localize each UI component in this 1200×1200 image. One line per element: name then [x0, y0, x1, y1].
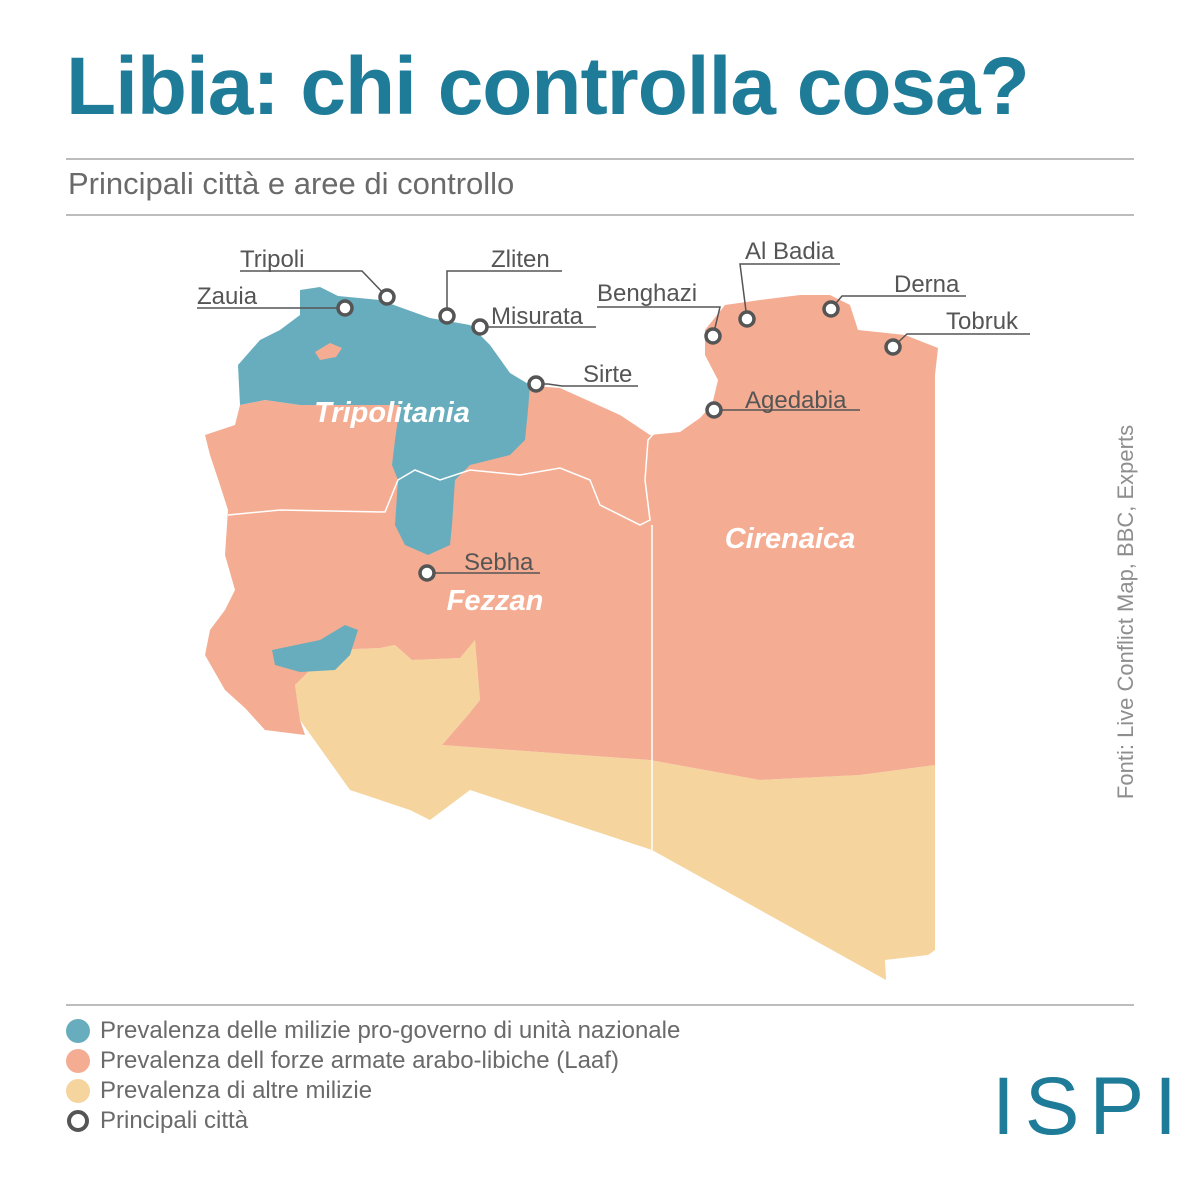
city-label: Tobruk — [946, 308, 1019, 335]
city-marker-icon — [336, 299, 354, 317]
city-tripoli: Tripoli — [240, 246, 396, 306]
city-marker-icon — [418, 564, 436, 582]
legend-swatch-other — [66, 1079, 90, 1103]
city-zliten: Zliten — [438, 246, 562, 325]
legend-label: Prevalenza delle milizie pro-governo di … — [100, 1017, 681, 1044]
city-leader-line — [446, 270, 562, 316]
city-label: Zliten — [491, 246, 550, 273]
region-boundary — [227, 431, 656, 526]
area-gna — [238, 287, 530, 555]
legend-item-gna: Prevalenza delle milizie pro-governo di … — [66, 1016, 680, 1046]
legend-swatch-laaf — [66, 1049, 90, 1073]
legend-item-laaf: Prevalenza dell forze armate arabo-libic… — [66, 1046, 680, 1076]
legend-city-marker-icon — [67, 1110, 89, 1132]
area-laaf — [205, 295, 938, 780]
cities-layer: Tripoli Zauia Zliten Misurata Sirte Benghazi A… — [197, 238, 1030, 582]
city-zauia: Zauia — [197, 283, 354, 317]
page-title: Libia: chi controlla cosa? — [66, 41, 1030, 132]
city-al-badia: Al Badia — [738, 238, 840, 328]
legend: Prevalenza delle milizie pro-governo di … — [66, 1016, 680, 1136]
city-leader-line — [240, 270, 388, 298]
city-label: Al Badia — [745, 238, 835, 265]
city-sebha: Sebha — [418, 549, 540, 582]
region-label-cirenaica: Cirenaica — [725, 523, 856, 555]
city-agedabia: Agedabia — [705, 387, 860, 419]
legend-label: Principali città — [100, 1107, 249, 1134]
city-marker-icon — [705, 401, 723, 419]
city-label: Sebha — [464, 549, 534, 576]
city-derna: Derna — [822, 271, 966, 318]
region-label-tripolitania: Tripolitania — [314, 397, 470, 429]
page-subtitle: Principali città e aree di controllo — [68, 166, 515, 201]
city-label: Sirte — [583, 361, 632, 388]
city-sirte: Sirte — [527, 361, 638, 393]
city-marker-icon — [738, 310, 756, 328]
legend-divider — [66, 1004, 1134, 1006]
city-benghazi: Benghazi — [597, 280, 722, 345]
city-label: Agedabia — [745, 387, 847, 414]
area-other-militias — [295, 640, 935, 980]
legend-label: Prevalenza di altre milizie — [100, 1077, 373, 1104]
city-leader-line — [739, 263, 840, 320]
city-marker-icon — [884, 338, 902, 356]
city-label: Misurata — [491, 303, 584, 330]
region-label-fezzan: Fezzan — [447, 585, 544, 617]
city-misurata: Misurata — [471, 303, 596, 336]
city-marker-icon — [704, 327, 722, 345]
city-marker-icon — [378, 288, 396, 306]
city-label: Benghazi — [597, 280, 697, 307]
subtitle-divider — [66, 214, 1134, 216]
legend-item-city: Principali città — [66, 1106, 680, 1136]
city-label: Derna — [894, 271, 960, 298]
city-leader-line — [597, 306, 721, 337]
legend-swatch-gna — [66, 1019, 90, 1043]
ispi-logo: ISPI — [992, 1061, 1187, 1152]
legend-item-other: Prevalenza di altre milizie — [66, 1076, 680, 1106]
legend-label: Prevalenza dell forze armate arabo-libic… — [100, 1047, 619, 1074]
city-marker-icon — [822, 300, 840, 318]
city-marker-icon — [471, 318, 489, 336]
city-label: Zauia — [197, 283, 258, 310]
area-laaf-pocket — [315, 343, 342, 360]
city-tobruk: Tobruk — [884, 308, 1030, 356]
city-marker-icon — [527, 375, 545, 393]
city-label: Tripoli — [240, 246, 304, 273]
area-gna-southwest — [272, 625, 358, 672]
title-divider — [66, 158, 1134, 160]
city-marker-icon — [438, 307, 456, 325]
source-note: Fonti: Live Conflict Map, BBC, Experts — [1113, 424, 1138, 800]
